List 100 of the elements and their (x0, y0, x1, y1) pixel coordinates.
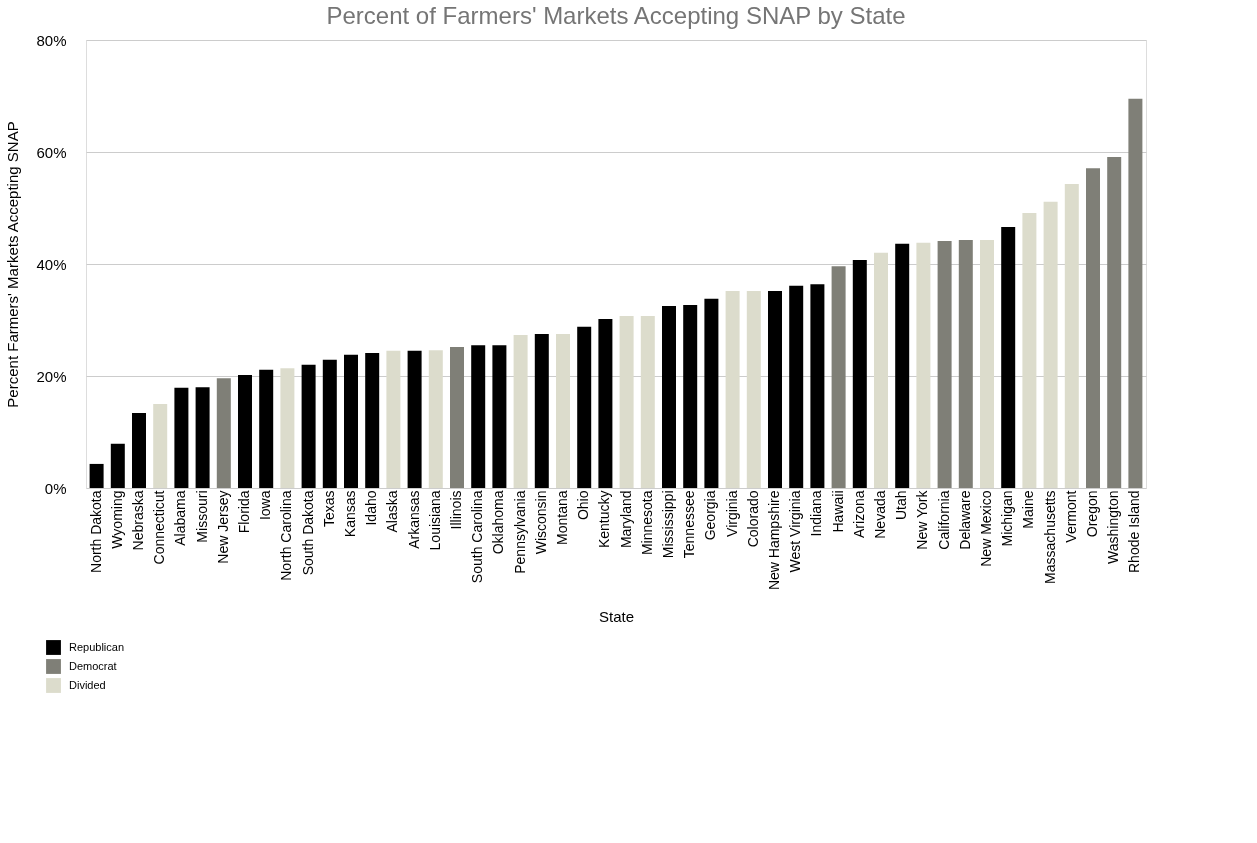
bar (1128, 98, 1143, 488)
x-tick-label: Ohio (575, 490, 592, 521)
x-tick-label: Montana (554, 490, 570, 545)
bar (725, 290, 740, 488)
bar (1022, 213, 1037, 488)
x-tick-label: Illinois (448, 490, 464, 530)
x-tick-label: Louisiana (426, 490, 443, 551)
x-tick-label: Mississippi (660, 490, 676, 559)
bar (492, 345, 507, 488)
x-tick-label: Alaska (384, 490, 401, 533)
x-tick-label: Indiana (808, 490, 825, 537)
x-tick-label: Massachusetts (1041, 490, 1058, 584)
x-tick-label: New Mexico (978, 490, 994, 567)
bar (852, 260, 867, 488)
bar (301, 364, 316, 488)
x-tick-label: North Dakota (87, 490, 104, 573)
bar (471, 345, 486, 488)
bar (259, 369, 274, 488)
x-tick-label: Georgia (702, 490, 719, 541)
x-tick-label: Washington (1105, 490, 1122, 564)
bar (110, 443, 125, 488)
x-axis-title: State (598, 608, 635, 626)
x-tick-label: Wyoming (108, 490, 125, 549)
bar (916, 242, 931, 488)
x-tick-label: New Jersey (214, 490, 231, 564)
x-tick-label: Texas (320, 490, 337, 528)
bar (577, 326, 592, 488)
bar (238, 374, 252, 488)
bar (450, 346, 464, 488)
bar (407, 350, 422, 488)
x-tick-label: New Hampshire (766, 490, 782, 591)
x-tick-label: Utah (893, 490, 910, 521)
x-tick-label: Nebraska (130, 490, 146, 551)
legend-label: Republican (69, 640, 125, 653)
x-tick-label: Minnesota (638, 490, 655, 556)
legend-label: Democrat (69, 659, 117, 672)
chart-title: Percent of Farmers' Markets Accepting SNAP by State (326, 2, 906, 29)
x-tick-label: Oklahoma (490, 490, 507, 555)
x-tick-label: Rhode Island (1126, 490, 1143, 574)
x-tick-label: South Carolina (469, 490, 486, 584)
bar (831, 266, 846, 488)
bar (280, 368, 295, 488)
x-tick-label: Oregon (1084, 490, 1100, 538)
x-tick-label: Maryland (617, 490, 634, 549)
bar (513, 335, 528, 488)
bar (195, 387, 210, 488)
bar (958, 239, 973, 488)
bar (322, 359, 337, 488)
bar (598, 318, 613, 488)
bar (683, 304, 698, 488)
x-tick-label: California (935, 490, 952, 550)
x-tick-label: Alabama (172, 490, 189, 546)
bar (768, 290, 782, 488)
bar (980, 239, 994, 488)
bar (662, 306, 676, 488)
x-tick-label: Wisconsin (532, 490, 549, 555)
x-tick-label: Pennsylvania (511, 490, 528, 574)
bar (895, 243, 910, 488)
bar (132, 412, 146, 488)
bar (534, 334, 549, 488)
bar (704, 298, 719, 488)
bar (1107, 157, 1122, 488)
x-tick-label: Maine (1020, 490, 1037, 529)
bar (619, 316, 634, 488)
x-tick-label: South Dakota (299, 490, 316, 576)
x-tick-label: West Virginia (787, 490, 804, 573)
x-tick-label: Colorado (744, 490, 761, 548)
bar (89, 463, 104, 488)
x-tick-label: Arkansas (405, 490, 422, 549)
x-tick-label: Michigan (999, 490, 1016, 547)
x-tick-label: Iowa (257, 490, 274, 521)
bar (640, 316, 655, 488)
x-tick-label: Vermont (1062, 490, 1079, 543)
bar (344, 354, 358, 488)
bar (365, 353, 380, 488)
x-tick-label: Kansas (342, 490, 358, 538)
bar (874, 252, 888, 488)
x-tick-label: Hawaii (829, 490, 846, 533)
y-tick-label: 20% (36, 367, 67, 385)
x-tick-label: North Carolina (278, 490, 295, 581)
bar (174, 387, 189, 488)
bar (428, 350, 443, 488)
y-axis-title: Percent Farmers' Markets Accepting SNAP (4, 121, 22, 408)
legend-label: Divided (69, 678, 106, 691)
x-tick-label: Arizona (850, 490, 867, 538)
y-tick-label: 80% (36, 31, 67, 49)
bar (1086, 168, 1100, 488)
x-tick-label: Tennessee (681, 490, 698, 559)
bar (556, 334, 570, 488)
y-tick-label: 40% (36, 255, 67, 273)
x-tick-label: Virginia (723, 490, 740, 537)
bar (937, 241, 952, 488)
bar (153, 404, 168, 488)
x-tick-label: Florida (236, 490, 252, 534)
x-tick-label: Idaho (363, 490, 380, 526)
bar (1043, 201, 1058, 488)
bar (386, 350, 401, 488)
bar (746, 290, 761, 488)
x-tick-label: Nevada (872, 490, 888, 539)
bar (1064, 183, 1079, 488)
